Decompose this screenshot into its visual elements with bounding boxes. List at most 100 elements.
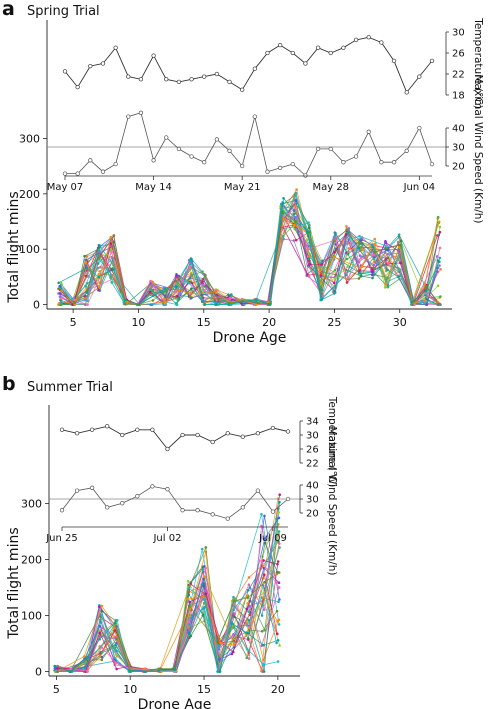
drone-point <box>282 196 285 200</box>
wind-tick-label: 20 <box>306 509 319 520</box>
wind-point <box>341 160 346 165</box>
drone-point <box>69 670 72 673</box>
temperature-point <box>88 63 93 69</box>
drone-point <box>175 303 178 306</box>
drone-point <box>439 295 442 298</box>
y-tick-label: 200 <box>19 188 40 201</box>
drone-point <box>174 285 178 288</box>
drone-point <box>98 631 102 635</box>
drone-point <box>358 234 361 238</box>
drone-point <box>277 600 280 604</box>
drone-point <box>371 243 374 247</box>
drone-point <box>245 620 249 623</box>
temperature-axis-label: Temperature (°C) <box>472 17 484 109</box>
drone-point <box>189 265 192 268</box>
drone-point <box>334 276 337 280</box>
drone-point <box>56 667 59 670</box>
wind-line <box>65 112 433 177</box>
drone-point <box>371 245 375 249</box>
drone-point <box>439 268 442 271</box>
drone-point <box>386 268 389 272</box>
drone-point <box>255 300 258 304</box>
drone-point <box>230 622 234 625</box>
drone-point <box>109 247 113 251</box>
drone-point <box>60 297 63 300</box>
wind-point <box>165 487 170 492</box>
drone-point <box>373 250 376 254</box>
drone-point <box>86 669 90 673</box>
drone-point <box>320 298 323 302</box>
drone-point <box>201 614 205 617</box>
drone-point <box>99 621 103 624</box>
drone-point <box>308 263 312 266</box>
y-axis-label: Total flight mins <box>6 191 22 303</box>
drone-point <box>115 637 118 641</box>
drone-point <box>163 287 167 290</box>
temperature-tick-label: 30 <box>306 431 319 442</box>
drone-point <box>84 260 88 264</box>
drone-point <box>115 649 118 653</box>
drone-point <box>201 583 204 586</box>
drone-point <box>333 268 337 272</box>
drone-point <box>216 640 219 644</box>
drone-point <box>98 270 102 273</box>
drone-point <box>216 297 220 301</box>
drone-point <box>232 595 235 599</box>
drone-point <box>282 217 285 221</box>
drone-point <box>186 579 190 583</box>
temperature-point <box>151 53 156 58</box>
wind-point <box>126 114 131 119</box>
drone-point <box>201 280 204 284</box>
temperature-point <box>202 74 207 79</box>
drone-point <box>97 288 100 292</box>
temperature-point <box>252 66 257 71</box>
drone-point <box>359 249 362 253</box>
drone-point <box>384 283 388 286</box>
drone-point <box>114 643 117 647</box>
drone-point <box>85 266 89 270</box>
drone-point <box>84 258 87 262</box>
drone-point <box>173 668 177 671</box>
drone-point <box>279 202 283 206</box>
drone-point <box>277 540 280 543</box>
drone-point <box>359 237 363 241</box>
drone-point <box>320 263 323 266</box>
drone-point <box>233 599 236 603</box>
drone-point <box>262 670 266 673</box>
drone-point <box>60 301 63 304</box>
drone-point <box>247 657 251 660</box>
temperature-point <box>391 58 397 64</box>
temperature-axis-label: Temperature (°C) <box>326 396 338 488</box>
drone-point <box>97 243 101 247</box>
temperature-point <box>417 74 422 79</box>
drone-point <box>295 188 298 191</box>
drone-point <box>399 239 403 243</box>
drone-point <box>163 294 167 298</box>
drone-point <box>60 303 63 306</box>
drone-point <box>275 517 278 521</box>
drone-point <box>333 255 336 259</box>
drone-point <box>277 623 281 626</box>
drone-point <box>186 597 190 601</box>
drone-point <box>218 670 221 673</box>
drone-point <box>397 275 400 279</box>
x-tick-label: 10 <box>131 316 145 329</box>
drone-point <box>410 300 414 304</box>
drone-point <box>248 604 251 608</box>
drone-point <box>373 242 377 246</box>
drone-point <box>262 596 265 599</box>
drone-point <box>308 231 311 234</box>
drone-point <box>372 263 376 267</box>
y-tick-label: 0 <box>33 299 40 312</box>
drone-point <box>359 239 362 242</box>
wind-point <box>74 488 80 493</box>
drone-point <box>112 240 115 244</box>
drone-point <box>86 303 89 306</box>
drone-point <box>150 303 154 306</box>
drone-point <box>231 650 235 654</box>
drone-point <box>320 292 323 295</box>
temperature-point <box>62 69 68 74</box>
drone-point <box>371 276 374 280</box>
drone-point <box>115 618 119 622</box>
